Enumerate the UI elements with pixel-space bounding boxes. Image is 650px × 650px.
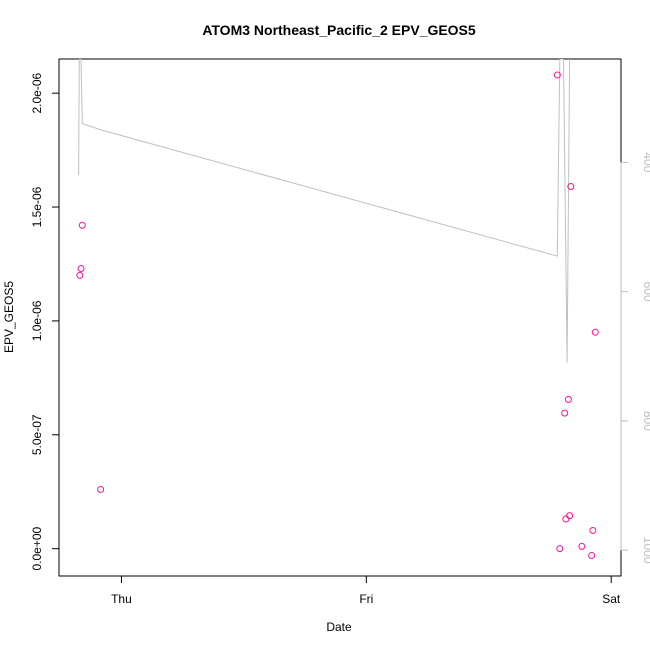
x-tick-label: Thu — [111, 592, 132, 606]
data-point — [564, 395, 572, 403]
point-series — [76, 71, 599, 560]
y-tick-label: 2.0e-06 — [30, 72, 44, 113]
data-point — [589, 526, 597, 534]
data-point — [77, 265, 85, 273]
y-tick-label: 5.0e-07 — [30, 414, 44, 455]
data-point — [561, 409, 569, 417]
y2-tick-label: 1000 — [641, 537, 650, 564]
data-point — [553, 71, 561, 79]
right-y-axis: 400 600 800 1000 — [621, 152, 650, 564]
x-axis: Thu Fri Sat — [111, 575, 621, 606]
y-tick-label: 0.0e+00 — [30, 526, 44, 570]
x-tick-label: Fri — [359, 592, 373, 606]
data-point — [562, 515, 570, 523]
line-series — [78, 59, 571, 363]
x-axis-label: Date — [326, 620, 352, 634]
y-tick-label: 1.5e-06 — [30, 186, 44, 227]
chart-title: ATOM3 Northeast_Pacific_2 EPV_GEOS5 — [202, 22, 476, 38]
data-point — [591, 328, 599, 336]
y2-tick-label: 400 — [641, 152, 650, 172]
y2-tick-label: 800 — [641, 411, 650, 431]
y-tick-label: 1.0e-06 — [30, 300, 44, 341]
y2-tick-label: 600 — [641, 282, 650, 302]
y-axis: 0.0e+00 5.0e-07 1.0e-06 1.5e-06 2.0e-06 — [30, 72, 60, 571]
plot-frame — [58, 58, 622, 577]
data-point — [76, 271, 84, 279]
x-tick-label: Sat — [602, 592, 621, 606]
data-point — [578, 542, 586, 550]
pressure-line — [78, 59, 571, 363]
data-point — [567, 183, 575, 191]
data-point — [78, 221, 86, 229]
data-point — [566, 512, 574, 520]
y-axis-label: EPV_GEOS5 — [2, 281, 16, 353]
data-point — [556, 545, 564, 553]
data-point — [97, 485, 105, 493]
data-point — [588, 552, 596, 560]
